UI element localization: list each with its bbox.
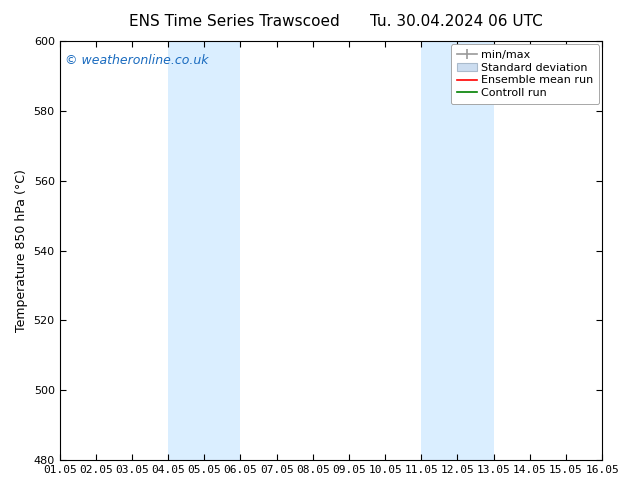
Text: © weatheronline.co.uk: © weatheronline.co.uk <box>65 53 209 67</box>
Text: Tu. 30.04.2024 06 UTC: Tu. 30.04.2024 06 UTC <box>370 14 543 29</box>
Legend: min/max, Standard deviation, Ensemble mean run, Controll run: min/max, Standard deviation, Ensemble me… <box>451 45 598 104</box>
Bar <box>422 41 494 460</box>
Text: ENS Time Series Trawscoed: ENS Time Series Trawscoed <box>129 14 340 29</box>
Bar <box>168 41 240 460</box>
Y-axis label: Temperature 850 hPa (°C): Temperature 850 hPa (°C) <box>15 169 28 332</box>
